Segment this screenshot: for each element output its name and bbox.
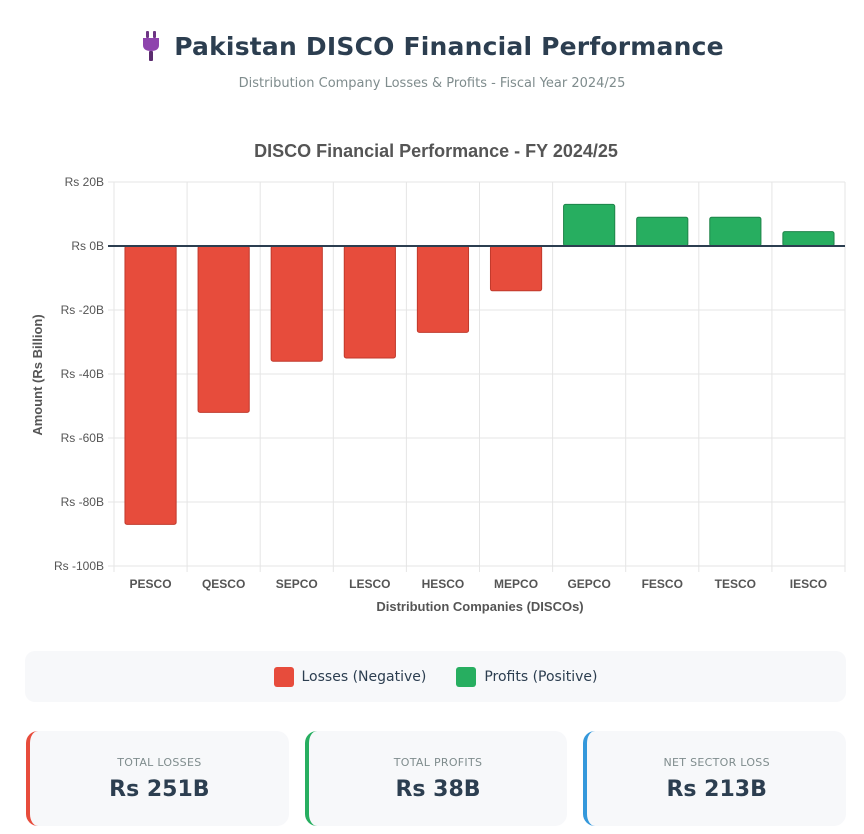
x-tick-label: IESCO [790, 577, 827, 591]
x-axis-label: Distribution Companies (DISCOs) [376, 599, 583, 614]
x-tick-label: HESCO [422, 577, 465, 591]
y-tick-label: Rs 0B [71, 239, 104, 253]
x-tick-label: GEPCO [567, 577, 610, 591]
summary-cards: TOTAL LOSSES Rs 251B TOTAL PROFITS Rs 38… [26, 731, 847, 826]
y-axis-label: Amount (Rs Billion) [30, 314, 45, 435]
card-label: TOTAL LOSSES [117, 755, 202, 769]
bar-pesco [124, 245, 177, 525]
y-tick-label: Rs 20B [65, 175, 104, 189]
bar-mepco [489, 245, 543, 292]
header: Pakistan DISCO Financial Performance Dis… [0, 28, 864, 91]
y-tick-label: Rs -60B [61, 431, 104, 445]
x-tick-label: LESCO [349, 577, 390, 591]
card-value: Rs 38B [395, 776, 481, 802]
bar-chart: DISCO Financial Performance - FY 2024/25… [30, 141, 846, 614]
bar-lesco [343, 245, 396, 359]
chart-title: DISCO Financial Performance - FY 2024/25 [254, 141, 618, 161]
x-tick-label: TESCO [715, 577, 756, 591]
x-tick-label: MEPCO [494, 577, 538, 591]
bars-layer [124, 203, 835, 525]
card-label: NET SECTOR LOSS [663, 755, 770, 769]
bar-sepco [270, 245, 323, 362]
bar-fesco [636, 216, 689, 247]
plug-icon [143, 31, 160, 61]
total-profits-card: TOTAL PROFITS Rs 38B [304, 731, 568, 826]
x-tick-label: SEPCO [276, 577, 318, 591]
legend: Losses (Negative) Profits (Positive) [25, 651, 846, 702]
y-tick-label: Rs -40B [61, 367, 104, 381]
card-value: Rs 213B [666, 776, 767, 802]
legend-item-profits: Profits (Positive) [456, 666, 598, 687]
legend-item-losses: Losses (Negative) [273, 666, 427, 687]
bar-iesco [782, 231, 835, 247]
legend-label-profits: Profits (Positive) [484, 668, 598, 685]
x-tick-label: FESCO [642, 577, 683, 591]
total-losses-card: TOTAL LOSSES Rs 251B [26, 731, 289, 826]
axis-layer: Rs 20B Rs 0B Rs -20B Rs -40B Rs -60B Rs -80B R… [54, 175, 845, 591]
bar-tesco [709, 216, 762, 247]
y-tick-label: Rs -80B [61, 495, 104, 509]
page-title: Pakistan DISCO Financial Performance [174, 31, 724, 61]
y-tick-label: Rs -20B [61, 303, 104, 317]
x-tick-label: QESCO [202, 577, 245, 591]
bar-qesco [197, 245, 250, 413]
page-subtitle: Distribution Company Losses & Profits - … [238, 76, 626, 91]
legend-swatch-losses [273, 666, 294, 687]
x-tick-label: PESCO [130, 577, 172, 591]
chart-container: DISCO Financial Performance - FY 2024/25… [0, 128, 864, 628]
title-row: Pakistan DISCO Financial Performance [0, 28, 864, 64]
card-label: TOTAL PROFITS [393, 755, 483, 769]
legend-swatch-profits [456, 666, 477, 687]
bar-hesco [416, 245, 470, 333]
legend-label-losses: Losses (Negative) [301, 668, 427, 685]
y-tick-label: Rs -100B [54, 559, 104, 573]
bar-gepco [563, 203, 616, 247]
net-sector-loss-card: NET SECTOR LOSS Rs 213B [583, 731, 847, 826]
card-value: Rs 251B [109, 776, 210, 802]
